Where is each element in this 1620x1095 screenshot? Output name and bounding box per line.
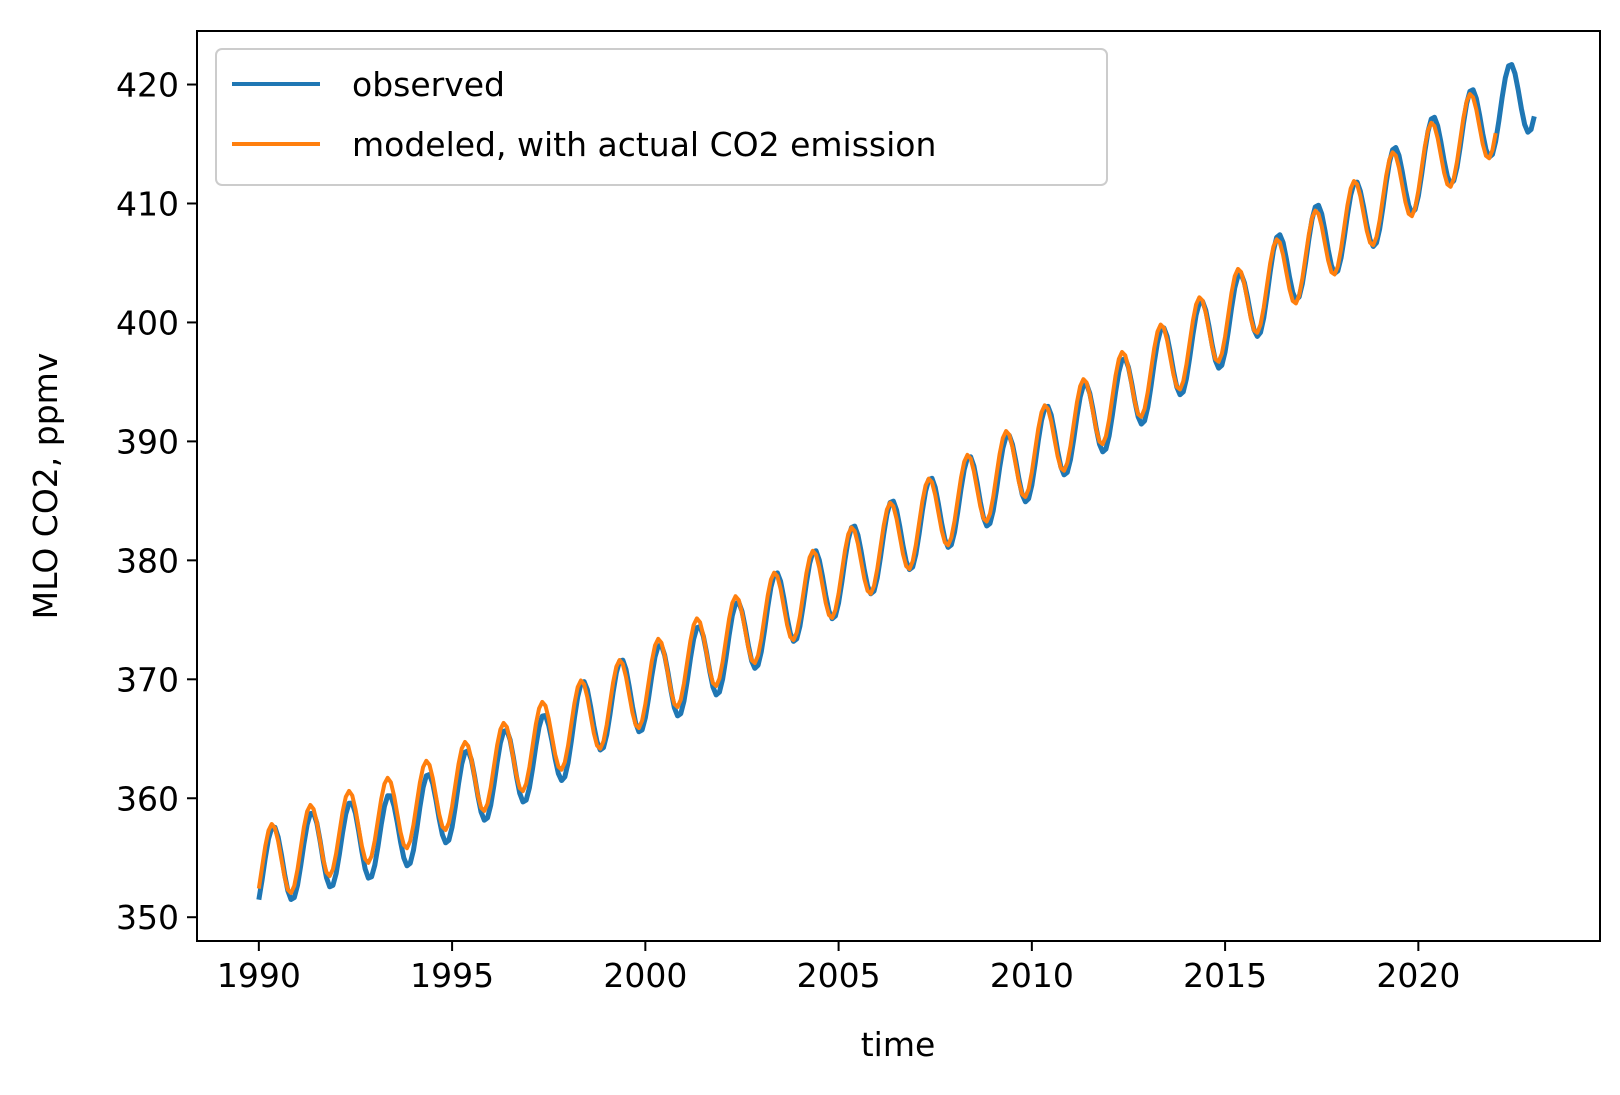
x-axis-label: time xyxy=(861,1025,936,1064)
y-tick-label: 390 xyxy=(116,422,179,461)
x-tick-label: 2005 xyxy=(797,956,881,995)
legend: observed modeled, with actual CO2 emissio… xyxy=(215,48,1108,186)
y-tick-label: 380 xyxy=(116,541,179,580)
x-tick-label: 2010 xyxy=(990,956,1074,995)
legend-box xyxy=(215,48,1108,186)
x-tick-label: 1990 xyxy=(217,956,301,995)
legend-label: modeled, with actual CO2 emission xyxy=(352,125,936,164)
x-axis: 1990 1995 2000 2005 2010 2015 2020 xyxy=(217,941,1460,995)
series-line-modeled xyxy=(256,92,1498,896)
axes-frame xyxy=(196,30,1601,942)
x-tick-label: 2000 xyxy=(603,956,687,995)
y-axis: 350 360 370 380 390 400 410 420 xyxy=(116,66,197,937)
y-tick-label: 420 xyxy=(116,66,179,105)
x-tick-label: 2015 xyxy=(1183,956,1267,995)
y-tick-label: 360 xyxy=(116,779,179,818)
y-tick-label: 400 xyxy=(116,303,179,342)
y-tick-label: 350 xyxy=(116,898,179,937)
y-axis-label: MLO CO2, ppmv xyxy=(26,353,65,620)
plot-area xyxy=(256,62,1537,902)
x-tick-label: 2020 xyxy=(1376,956,1460,995)
x-tick-label: 1995 xyxy=(410,956,494,995)
y-tick-label: 410 xyxy=(116,184,179,223)
legend-label: observed xyxy=(352,65,505,104)
y-tick-label: 370 xyxy=(116,660,179,699)
